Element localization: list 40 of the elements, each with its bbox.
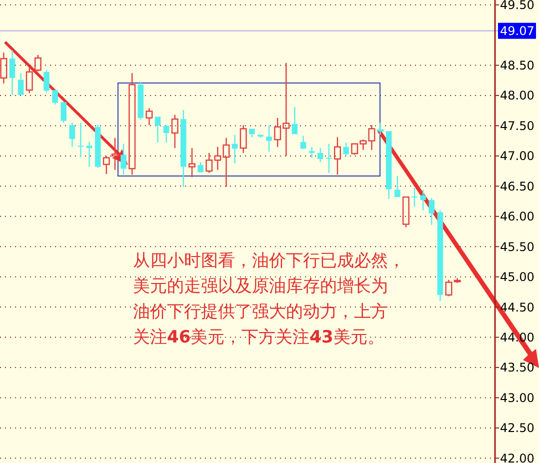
y-tick-label: 49.50	[500, 0, 534, 12]
y-tick-label: 46.50	[500, 179, 534, 194]
candlestick	[9, 50, 16, 96]
y-tick-label: 44.50	[500, 300, 534, 314]
candlestick	[437, 210, 444, 302]
y-tick-label: 43.00	[500, 390, 534, 405]
candlestick	[78, 122, 84, 158]
candlestick	[180, 109, 186, 188]
candlestick	[146, 108, 153, 126]
candlestick	[154, 116, 161, 144]
annotation: 从四小时图看，油价下行已成必然，美元的走强以及原油库存的增长为油价下行提供了强大的动力，上方关注46美元，下方关注43美元。	[133, 251, 405, 348]
ref-line-label: 49.07	[500, 24, 534, 38]
candlestick	[376, 122, 384, 136]
y-tick-label: 42.50	[500, 421, 534, 436]
y-tick-label: 48.50	[500, 58, 534, 72]
y-tick-label: 47.50	[500, 118, 534, 133]
candlestick	[308, 146, 315, 158]
candlestick	[394, 175, 400, 198]
y-tick-label: 45.00	[500, 270, 534, 284]
candlestick	[188, 147, 196, 178]
candlestick	[18, 72, 24, 95]
candlestick	[111, 137, 118, 170]
y-tick-label: 45.50	[500, 240, 534, 254]
candlestick	[292, 106, 298, 134]
y-tick-label: 46.00	[500, 210, 534, 224]
y-tick-label: 48.00	[500, 88, 534, 103]
y-tick-label: 47.00	[500, 149, 534, 164]
candlestick	[69, 122, 76, 148]
candlestick	[86, 141, 92, 168]
candlestick	[300, 135, 306, 149]
candlestick	[386, 131, 392, 200]
candlestick	[94, 124, 101, 169]
candlestick	[334, 136, 341, 176]
candlestick	[326, 143, 332, 174]
candlestick	[240, 124, 247, 154]
candlestick	[0, 52, 8, 84]
candlestick	[266, 124, 272, 152]
y-tick-label: 42.00	[500, 451, 534, 463]
y-tick-label: 43.50	[500, 360, 534, 375]
candlestick	[163, 126, 170, 144]
